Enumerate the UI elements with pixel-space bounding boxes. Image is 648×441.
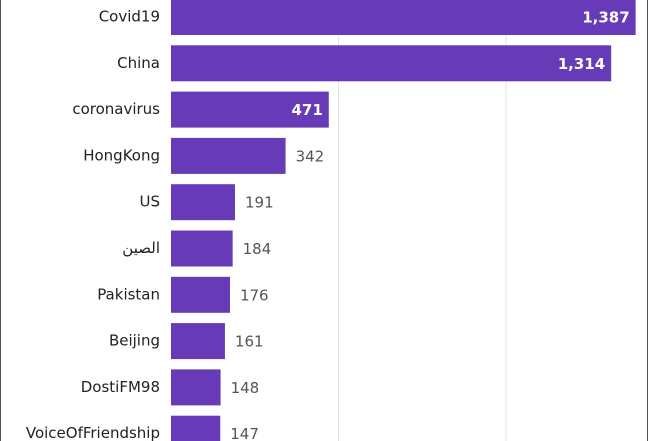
bar [171,323,225,360]
bar [171,369,221,406]
bar [171,415,221,441]
y-tick-label: الصين [122,239,160,257]
y-tick-label: China [117,54,160,72]
y-tick-label: VoiceOfFriendship [26,424,160,441]
bar [171,91,329,128]
data-label: 147 [230,425,259,441]
data-label: 471 [291,101,322,119]
y-tick-label: DostiFM98 [81,378,160,396]
y-tick-label: Pakistan [97,285,160,303]
data-label: 1,387 [582,9,629,27]
data-label: 184 [243,240,272,258]
bar [171,0,636,35]
y-tick-label: HongKong [83,146,160,164]
y-tick-label: Covid19 [99,8,160,26]
bar [171,45,612,82]
data-label: 176 [240,286,269,304]
data-label: 342 [296,147,325,165]
data-label: 148 [231,379,260,397]
bar [171,276,230,313]
y-tick-label: Beijing [109,332,160,350]
bar [171,230,233,267]
data-label: 1,314 [558,55,605,73]
data-label: 161 [235,333,264,351]
y-tick-label: US [139,193,160,211]
bar [171,137,286,174]
y-tick-label: coronavirus [72,100,160,118]
bar [171,184,235,221]
data-label: 191 [245,194,274,212]
